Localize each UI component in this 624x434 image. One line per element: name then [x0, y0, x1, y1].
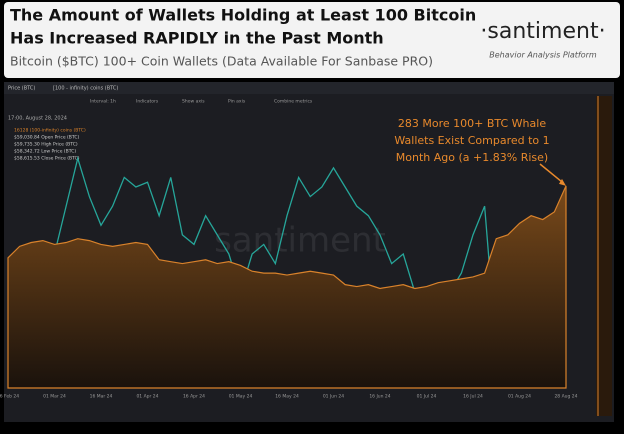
annotation: Month Ago (a +1.83% Rise) [396, 151, 548, 164]
toolbar-item: Combine metrics [274, 99, 313, 105]
info-line: $59,030.84 Open Price (BTC) [14, 135, 80, 141]
x-tick-label: 01 Aug 24 [508, 394, 531, 400]
title-line: Has Increased RAPIDLY in the Past Month [10, 29, 384, 48]
x-tick-label: 01 Jul 24 [417, 394, 437, 400]
logo-tagline: Behavior Analysis Platform [489, 51, 597, 60]
wallet-area [7, 185, 567, 389]
toolbar [4, 82, 614, 94]
logo: ·santiment· [480, 19, 605, 44]
info-line: $59,735.30 High Price (BTC) [14, 142, 78, 148]
info-line: $58,615.53 Close Price (BTC) [14, 156, 80, 162]
tab: [100 - infinity) coins (BTC) [53, 86, 118, 92]
x-tick-label: 16 Jun 24 [369, 394, 390, 400]
toolbar-item: Indicators [136, 99, 159, 105]
header-panel [4, 2, 620, 78]
x-tick-label: 16 Feb 24 [0, 394, 19, 400]
title-line: The Amount of Wallets Holding at Least 1… [10, 6, 476, 25]
toolbar-item: Show axis [182, 99, 205, 105]
annotation-arrow [539, 163, 564, 184]
x-tick-label: 16 Jul 24 [463, 394, 483, 400]
y2-axis-strip [596, 96, 612, 416]
subtitle: Bitcoin ($BTC) 100+ Coin Wallets (Data A… [10, 54, 433, 69]
info-line: 16128 (100-infinity) coins (BTC) [14, 128, 86, 134]
arrow-head [559, 178, 566, 186]
x-tick-label: 16 Mar 24 [90, 394, 113, 400]
annotation: 283 More 100+ BTC Whale [398, 117, 546, 130]
info-line: $58,342.72 Low Price (BTC) [14, 149, 76, 155]
info-date: 17:00, August 28, 2024 [8, 116, 67, 122]
toolbar-item: Pin axis [228, 99, 246, 105]
annotation: Wallets Exist Compared to 1 [394, 134, 549, 147]
x-tick-label: 01 Jun 24 [323, 394, 344, 400]
x-tick-label: 16 May 24 [275, 394, 299, 400]
tab: Price (BTC) [8, 86, 35, 92]
x-tick-label: 28 Aug 24 [554, 394, 577, 400]
toolbar-item: Interval: 1h [90, 99, 116, 105]
x-tick-label: 16 Apr 24 [183, 394, 205, 400]
x-tick-label: 01 Apr 24 [136, 394, 158, 400]
x-tick-label: 01 May 24 [229, 394, 253, 400]
watermark: santiment [214, 221, 386, 261]
x-tick-label: 01 Mar 24 [43, 394, 66, 400]
price-line [7, 155, 567, 356]
